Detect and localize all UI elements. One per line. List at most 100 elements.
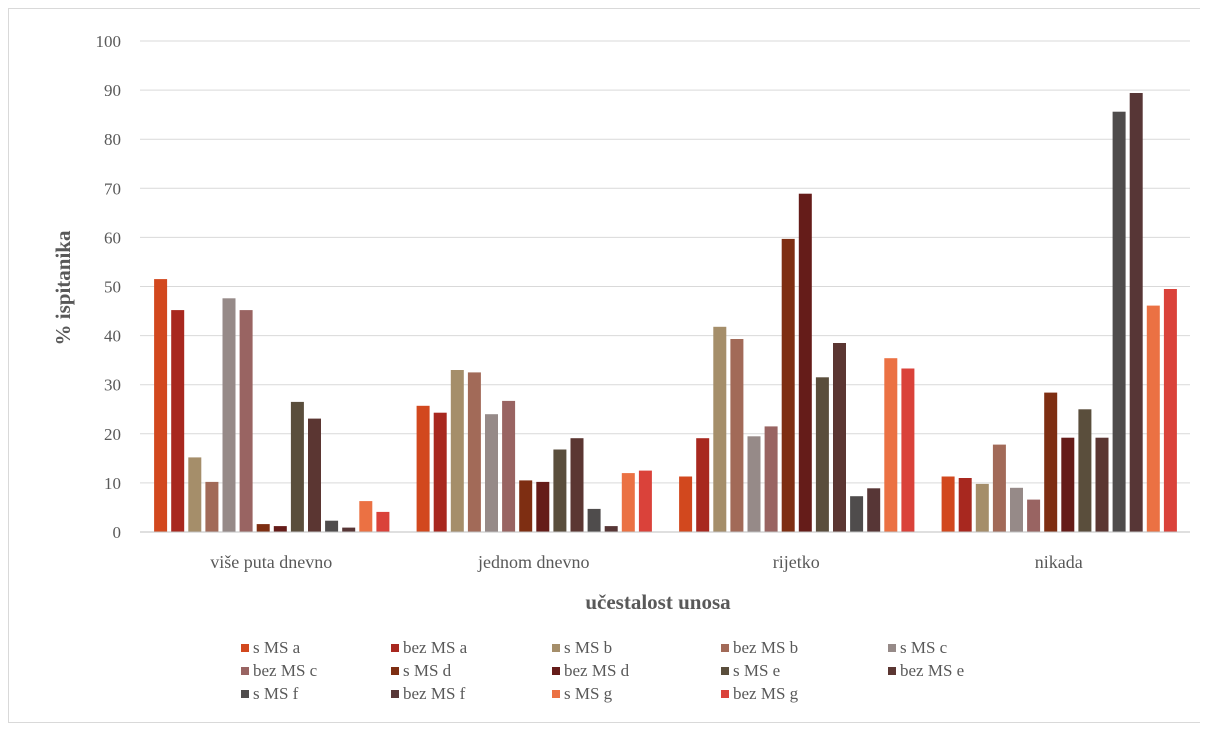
bar [290, 401, 304, 532]
legend-label: bez MS e [900, 661, 964, 680]
legend-swatch [721, 644, 729, 652]
legend-label: bez MS d [564, 661, 630, 680]
bar [941, 476, 955, 532]
legend-swatch [241, 690, 249, 698]
bar [359, 501, 373, 532]
legend-swatch [721, 667, 729, 675]
bar [638, 470, 652, 532]
bar [992, 444, 1006, 532]
bar [901, 368, 915, 532]
bar [747, 436, 761, 532]
x-category-label: više puta dnevno [210, 552, 332, 572]
bar [815, 377, 829, 532]
bar [679, 476, 693, 532]
legend-label: bez MS g [733, 684, 799, 703]
legend-swatch [552, 690, 560, 698]
bar [1078, 409, 1092, 533]
bar [433, 412, 447, 532]
legend-label: s MS b [564, 638, 612, 657]
y-tick-label: 80 [104, 130, 121, 149]
legend-swatch [391, 667, 399, 675]
bar [376, 511, 390, 532]
bar [587, 508, 601, 532]
y-tick-label: 30 [104, 376, 121, 395]
bar [416, 405, 430, 532]
bar [798, 193, 812, 532]
bar [1061, 437, 1075, 532]
bar [485, 414, 498, 532]
legend-label: bez MS a [403, 638, 468, 657]
bar [1146, 305, 1160, 532]
y-tick-label: 100 [96, 32, 122, 51]
bar [342, 527, 356, 532]
bar [188, 457, 202, 532]
bar [958, 478, 972, 532]
bar [222, 298, 236, 532]
y-tick-label: 20 [104, 425, 121, 444]
x-axis-title: učestalost unosa [585, 590, 731, 614]
bar [781, 238, 795, 532]
legend-swatch [391, 690, 399, 698]
legend-swatch [888, 644, 896, 652]
bar [308, 418, 321, 532]
bar [205, 481, 219, 532]
legend-swatch [888, 667, 896, 675]
bar [833, 343, 846, 532]
bar [553, 449, 567, 532]
bars [154, 93, 1177, 533]
legend-label: s MS a [253, 638, 301, 657]
y-tick-label: 10 [104, 474, 121, 493]
bar [1095, 437, 1109, 532]
bar [536, 481, 550, 532]
y-axis-ticks: 0 10 20 30 40 50 60 70 80 90 100 [96, 32, 122, 542]
legend-label: s MS e [733, 661, 780, 680]
bar [239, 310, 253, 532]
y-axis-title: % ispitanika [51, 230, 75, 345]
bar [1010, 487, 1023, 532]
legend-label: bez MS f [403, 684, 466, 703]
legend-label: bez MS c [253, 661, 318, 680]
bar [502, 400, 516, 532]
bar [570, 438, 584, 532]
bar [884, 358, 898, 532]
bar [171, 310, 185, 532]
legend-label: s MS g [564, 684, 613, 703]
legend-label: s MS f [253, 684, 299, 703]
chart-frame [8, 8, 1200, 723]
bar [1163, 289, 1177, 532]
bar [730, 339, 744, 532]
bar [519, 480, 533, 532]
bar [850, 496, 864, 532]
x-axis-categories: više puta dnevno jednom dnevno rijetko nika… [210, 552, 1082, 572]
bar [975, 483, 989, 532]
y-tick-label: 60 [104, 228, 121, 247]
bar [604, 526, 618, 532]
y-tick-label: 50 [104, 278, 121, 297]
bar [621, 473, 635, 532]
legend-label: s MS c [900, 638, 948, 657]
bar [696, 438, 710, 532]
bar [764, 426, 778, 532]
bar [1112, 111, 1126, 532]
bar [154, 279, 168, 532]
legend-label: s MS d [403, 661, 452, 680]
x-category-label: jednom dnevno [477, 552, 589, 572]
legend-label: bez MS b [733, 638, 798, 657]
y-tick-label: 40 [104, 327, 121, 346]
bar [1129, 93, 1143, 532]
legend-swatch [552, 667, 560, 675]
bar [256, 524, 270, 532]
legend-swatch [721, 690, 729, 698]
bar [273, 526, 287, 532]
legend-swatch [241, 644, 249, 652]
bar [1044, 392, 1058, 532]
x-category-label: nikada [1035, 552, 1083, 572]
x-category-label: rijetko [773, 552, 820, 572]
bar [713, 326, 727, 532]
legend-swatch [391, 644, 399, 652]
bar [450, 370, 464, 532]
y-tick-label: 90 [104, 81, 121, 100]
legend-swatch [552, 644, 560, 652]
y-tick-label: 70 [104, 179, 121, 198]
